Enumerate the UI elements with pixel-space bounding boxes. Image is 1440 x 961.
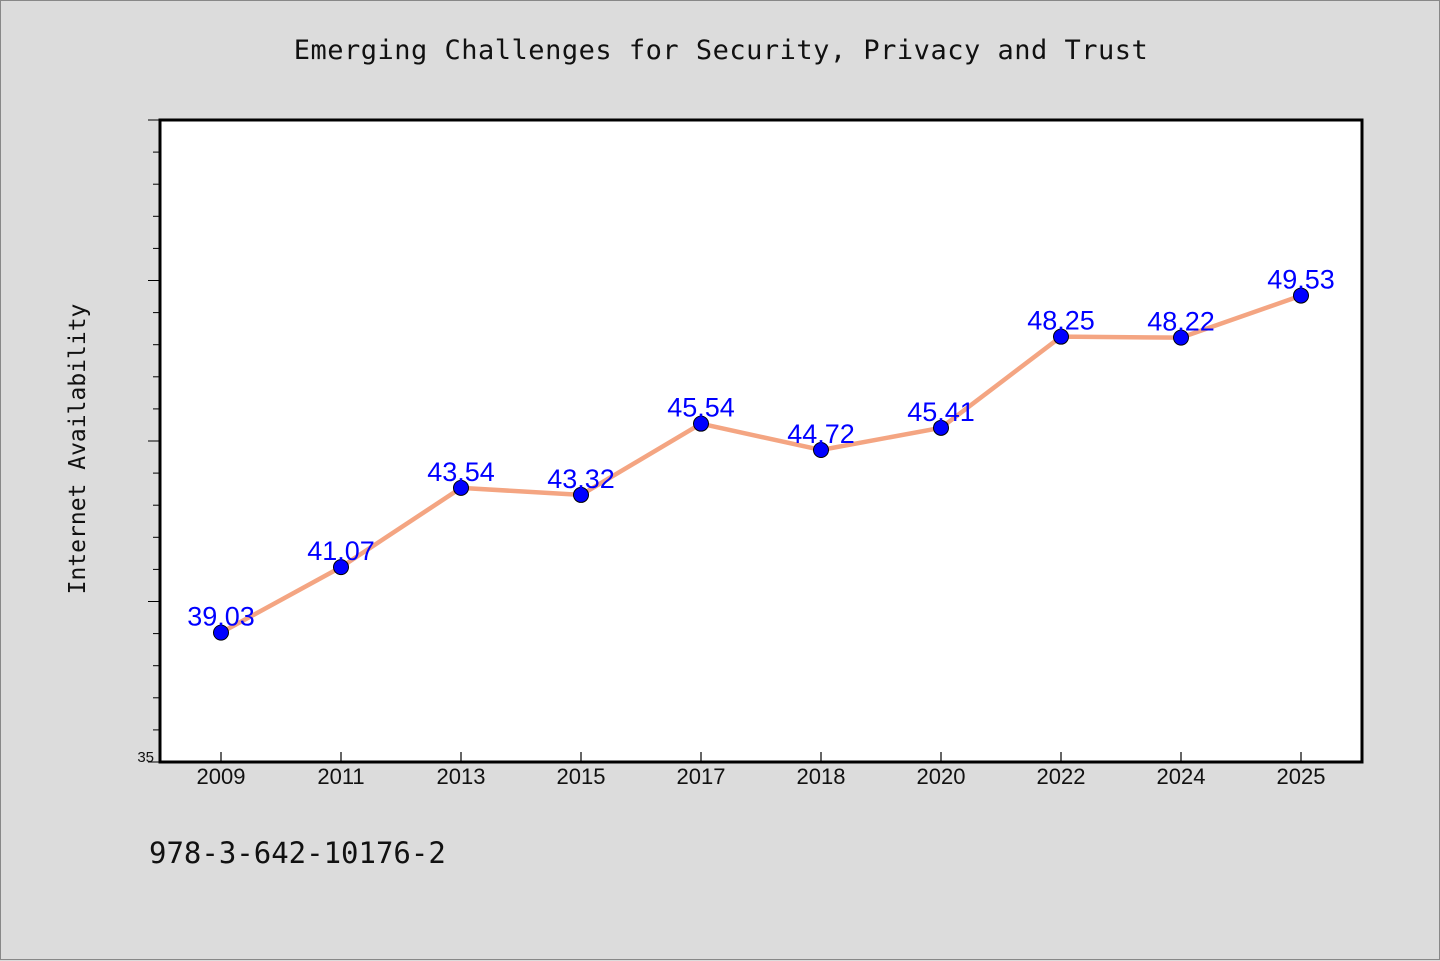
data-point [1293, 287, 1309, 304]
data-label: 48.22 [1147, 307, 1215, 337]
chart-title: Emerging Challenges for Security, Privac… [293, 35, 1149, 66]
x-tick-label: 2009 [197, 764, 246, 789]
data-point [1053, 328, 1069, 345]
x-tick-label: 2011 [317, 764, 364, 789]
data-point [453, 479, 469, 496]
data-point [693, 415, 709, 432]
data-point [933, 419, 949, 436]
data-point [333, 559, 349, 576]
data-label: 49.53 [1267, 265, 1335, 295]
plot-area [158, 118, 1364, 764]
y-axis-label: Internet Availability [65, 304, 91, 595]
x-tick-label: 2013 [437, 764, 486, 789]
x-tick-label: 2022 [1037, 764, 1086, 789]
data-point [573, 486, 589, 503]
y-axis-ticks: 35 [137, 119, 160, 766]
x-tick-label: 2015 [557, 764, 606, 789]
x-tick-label: 2018 [797, 764, 846, 789]
data-label: 43.32 [547, 464, 615, 494]
series-layer: 39.03 41.07 43.54 43.32 45.54 44.72 45.41 48.25… [187, 265, 1335, 641]
series-line [218, 293, 1304, 635]
data-label: 45.54 [667, 393, 735, 423]
data-label: 43.54 [427, 457, 495, 487]
x-tick-label: 2025 [1277, 764, 1326, 789]
data-label: 44.72 [787, 419, 855, 449]
data-point [213, 624, 229, 641]
isbn-footer: 978-3-642-10176-2 [149, 836, 446, 870]
x-tick-label: 2020 [917, 764, 966, 789]
data-label: 48.25 [1027, 306, 1095, 336]
x-tick-label: 2024 [1157, 764, 1206, 789]
data-label: 39.03 [187, 602, 255, 632]
y-tick-label: 35 [137, 749, 154, 766]
data-point [1173, 329, 1189, 346]
x-axis-ticks: 2009 2011 2013 2015 2017 2018 2020 2022 2024 2025 [197, 752, 1326, 789]
data-label: 41.07 [307, 536, 375, 566]
x-tick-label: 2017 [677, 764, 726, 789]
data-label: 45.41 [907, 397, 975, 427]
data-point [813, 441, 829, 458]
